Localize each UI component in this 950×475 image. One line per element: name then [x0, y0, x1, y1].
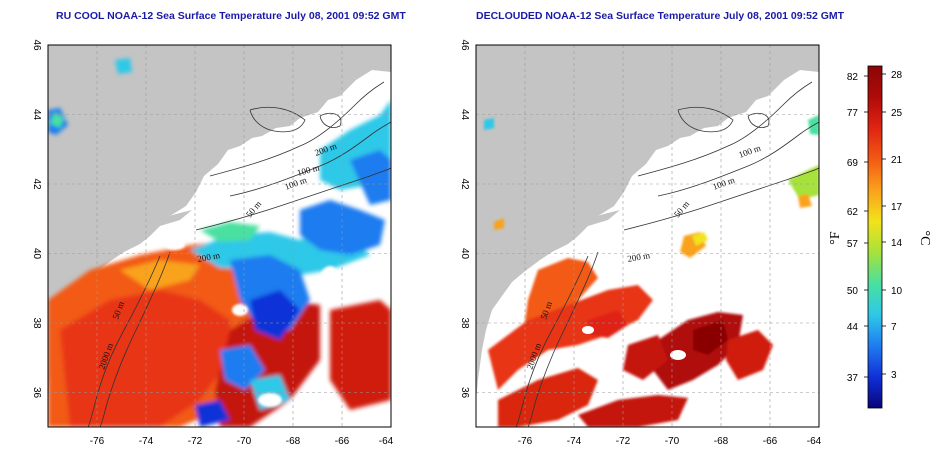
map-frame — [475, 44, 820, 428]
colorbar: 82 77 69 62 57 50 44 37 28 25 21 17 14 — [828, 65, 932, 409]
right-map: 100 m 100 m 50 m 200 m 50 m 2000 m -76 -… — [459, 39, 822, 447]
lon-tick-label: -64 — [379, 436, 394, 447]
celsius-tick-label: 25 — [891, 108, 903, 119]
fahrenheit-tick-label: 82 — [847, 72, 859, 83]
long-island — [150, 210, 192, 226]
sst-field — [48, 58, 391, 427]
fahrenheit-tick-label: 77 — [847, 108, 859, 119]
lat-tick-label: 38 — [31, 317, 42, 329]
lat-tick-label: 40 — [459, 248, 470, 260]
lon-tick-label: -72 — [188, 436, 203, 447]
lat-tick-label: 42 — [31, 178, 42, 190]
right-axis-ticks: -76 -74 -72 -70 -68 -66 -64 46 44 42 40 … — [459, 39, 822, 447]
celsius-ticks — [882, 73, 886, 375]
celsius-axis-label: °C — [917, 231, 932, 246]
cloud-gaps — [165, 186, 340, 407]
lon-tick-label: -74 — [139, 436, 154, 447]
left-panel-title: RU COOL NOAA-12 Sea Surface Temperature … — [56, 10, 406, 22]
colorbar-gradient — [867, 65, 883, 409]
lat-tick-label: 46 — [31, 39, 42, 51]
long-island — [578, 210, 620, 226]
fahrenheit-ticks — [864, 75, 868, 378]
celsius-tick-label: 28 — [891, 70, 903, 81]
fahrenheit-tick-label: 69 — [847, 158, 859, 169]
cloud-gaps — [543, 326, 729, 388]
lat-lon-grid — [476, 45, 819, 427]
right-panel-title: DECLOUDED NOAA-12 Sea Surface Temperatur… — [476, 10, 845, 22]
bathymetry-contours — [87, 81, 391, 427]
lon-tick-label: -74 — [567, 436, 582, 447]
land-mass — [476, 45, 819, 400]
lon-tick-label: -70 — [665, 436, 680, 447]
nova-scotia — [300, 66, 362, 104]
fahrenheit-tick-label: 57 — [847, 239, 859, 250]
celsius-tick-label: 17 — [891, 202, 903, 213]
lon-tick-label: -76 — [90, 436, 105, 447]
celsius-tick-label: 21 — [891, 155, 903, 166]
celsius-tick-label: 3 — [891, 370, 897, 381]
map-frame — [47, 44, 392, 428]
celsius-tick-label: 14 — [891, 238, 903, 249]
contour-label: 200 m — [197, 250, 221, 264]
lat-tick-label: 44 — [459, 109, 470, 121]
lat-tick-label: 44 — [31, 109, 42, 121]
fahrenheit-tick-label: 62 — [847, 207, 859, 218]
celsius-tick-label: 10 — [891, 286, 903, 297]
lon-tick-label: -68 — [286, 436, 301, 447]
bathymetry-contours — [515, 81, 819, 427]
lon-tick-label: -76 — [518, 436, 533, 447]
celsius-tick-label: 7 — [891, 322, 897, 333]
fahrenheit-tick-label: 50 — [847, 286, 859, 297]
colorbar-ticks: 82 77 69 62 57 50 44 37 28 25 21 17 14 — [847, 70, 903, 384]
lon-tick-label: -70 — [237, 436, 252, 447]
fahrenheit-tick-label: 44 — [847, 322, 859, 333]
lat-tick-label: 36 — [459, 387, 470, 399]
lat-tick-label: 42 — [459, 178, 470, 190]
lat-tick-label: 36 — [31, 387, 42, 399]
fahrenheit-axis-label: °F — [828, 231, 843, 245]
land-mass — [48, 45, 391, 400]
lon-tick-label: -66 — [763, 436, 778, 447]
lat-tick-label: 38 — [459, 317, 470, 329]
lon-tick-label: -72 — [616, 436, 631, 447]
left-map: 200 m 100 m 100 m 50 m 200 m 50 m 2000 m… — [31, 39, 394, 447]
lon-tick-label: -66 — [335, 436, 350, 447]
lon-tick-label: -68 — [714, 436, 729, 447]
lat-tick-label: 46 — [459, 39, 470, 51]
lat-tick-label: 40 — [31, 248, 42, 260]
contour-label: 200 m — [627, 250, 651, 264]
sst-field — [484, 115, 819, 427]
lon-tick-label: -64 — [807, 436, 822, 447]
left-axis-ticks: -76 -74 -72 -70 -68 -66 -64 46 44 42 40 … — [31, 39, 394, 447]
lat-lon-grid — [48, 45, 391, 427]
fahrenheit-tick-label: 37 — [847, 373, 859, 384]
nova-scotia — [728, 66, 790, 104]
